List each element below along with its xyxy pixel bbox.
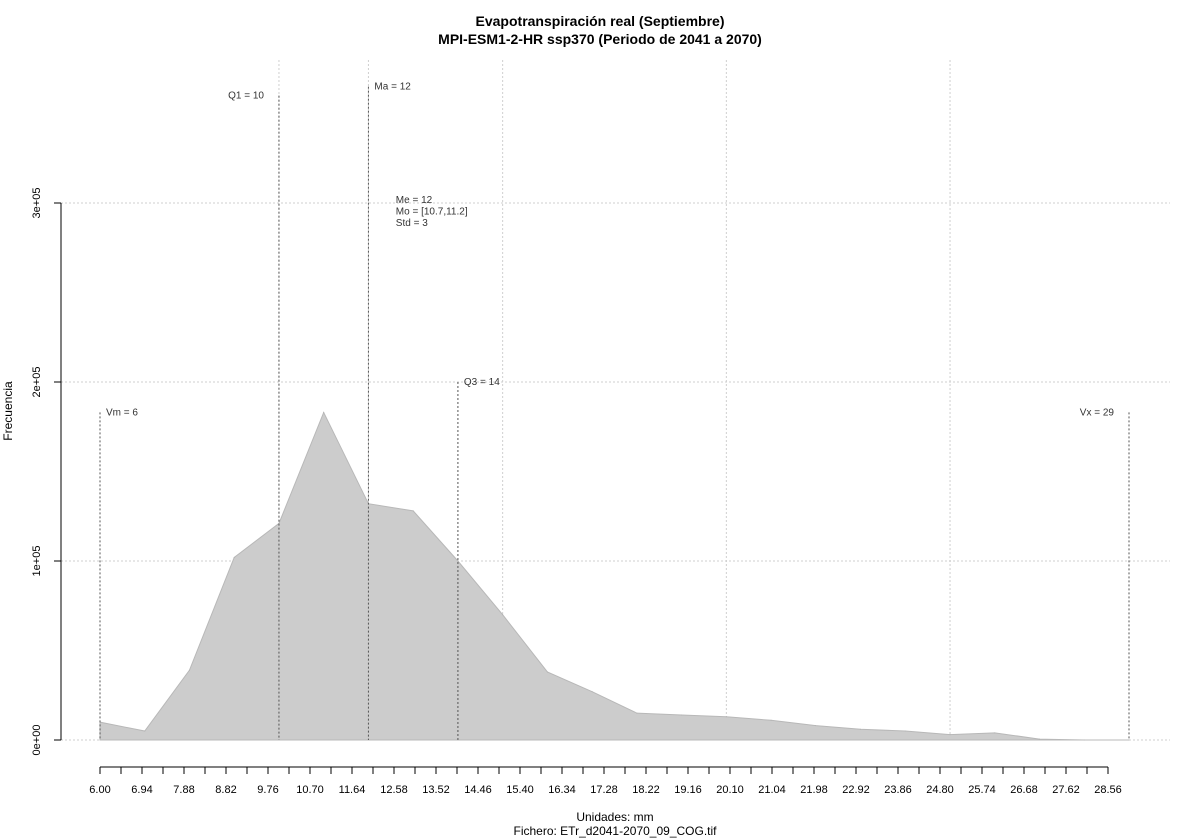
x-tick-label: 9.76 xyxy=(257,784,278,796)
annotation-label: Vm = 6 xyxy=(106,407,138,418)
data-point xyxy=(1039,738,1041,740)
data-point xyxy=(457,560,459,562)
data-point xyxy=(1083,739,1085,741)
x-tick-label: 14.46 xyxy=(464,784,492,796)
x-tick-label: 8.82 xyxy=(215,784,236,796)
stat-label: Mo = [10.7,11.2] xyxy=(396,207,468,218)
file-caption: Fichero: ETr_d2041-2070_09_COG.tif xyxy=(513,824,717,838)
x-tick-label: 25.74 xyxy=(968,784,996,796)
data-point xyxy=(770,719,772,721)
x-tick-label: 28.56 xyxy=(1094,784,1122,796)
x-tick-label: 21.98 xyxy=(800,784,828,796)
x-tick-label: 27.62 xyxy=(1052,784,1080,796)
x-tick-label: 7.88 xyxy=(173,784,194,796)
x-tick-label: 12.58 xyxy=(380,784,408,796)
stat-label: Me = 12 xyxy=(396,195,433,206)
data-point xyxy=(412,510,414,512)
y-tick-label: 3e+05 xyxy=(31,188,43,219)
y-tick-label: 1e+05 xyxy=(31,546,43,577)
x-tick-label: 20.10 xyxy=(716,784,744,796)
x-tick-label: 26.68 xyxy=(1010,784,1038,796)
data-point xyxy=(188,669,190,671)
x-tick-label: 13.52 xyxy=(422,784,450,796)
x-tick-label: 18.22 xyxy=(632,784,660,796)
chart-title: Evapotranspiración real (Septiembre) xyxy=(475,13,725,29)
x-tick-label: 11.64 xyxy=(339,784,366,796)
x-tick-label: 15.40 xyxy=(506,784,534,796)
annotation-label: Q1 = 10 xyxy=(228,91,264,102)
data-point xyxy=(591,691,593,693)
y-tick-label: 0e+00 xyxy=(31,725,43,756)
data-point xyxy=(904,730,906,732)
x-tick-label: 6.00 xyxy=(89,784,110,796)
data-point xyxy=(546,671,548,673)
data-point xyxy=(681,714,683,716)
frequency-area xyxy=(99,411,1129,741)
x-tick-label: 21.04 xyxy=(758,784,786,796)
x-tick-label: 22.92 xyxy=(842,784,870,796)
data-point xyxy=(815,725,817,727)
data-point xyxy=(233,556,235,558)
data-point xyxy=(860,728,862,730)
chart-subtitle: MPI-ESM1-2-HR ssp370 (Periodo de 2041 a … xyxy=(438,31,762,47)
x-tick-label: 17.28 xyxy=(590,784,618,796)
x-tick-label: 6.94 xyxy=(131,784,152,796)
y-tick-label: 2e+05 xyxy=(31,367,43,398)
x-tick-label: 23.86 xyxy=(884,784,912,796)
x-axis-label: Unidades: mm xyxy=(576,810,654,824)
data-point xyxy=(636,712,638,714)
data-point xyxy=(725,716,727,718)
x-tick-label: 10.70 xyxy=(296,784,324,796)
annotation-label: Vx = 29 xyxy=(1080,407,1115,418)
x-tick-label: 16.34 xyxy=(548,784,576,796)
x-tick-label: 24.80 xyxy=(926,784,954,796)
data-point xyxy=(323,411,325,413)
x-tick-label: 19.16 xyxy=(674,784,702,796)
data-point xyxy=(502,614,504,616)
annotation-label: Q3 = 14 xyxy=(464,377,500,388)
data-point xyxy=(1128,739,1130,741)
data-point xyxy=(949,734,951,736)
data-point xyxy=(144,730,146,732)
annotation-label: Ma = 12 xyxy=(374,82,411,93)
data-point xyxy=(994,732,996,734)
stat-label: Std = 3 xyxy=(396,218,428,229)
